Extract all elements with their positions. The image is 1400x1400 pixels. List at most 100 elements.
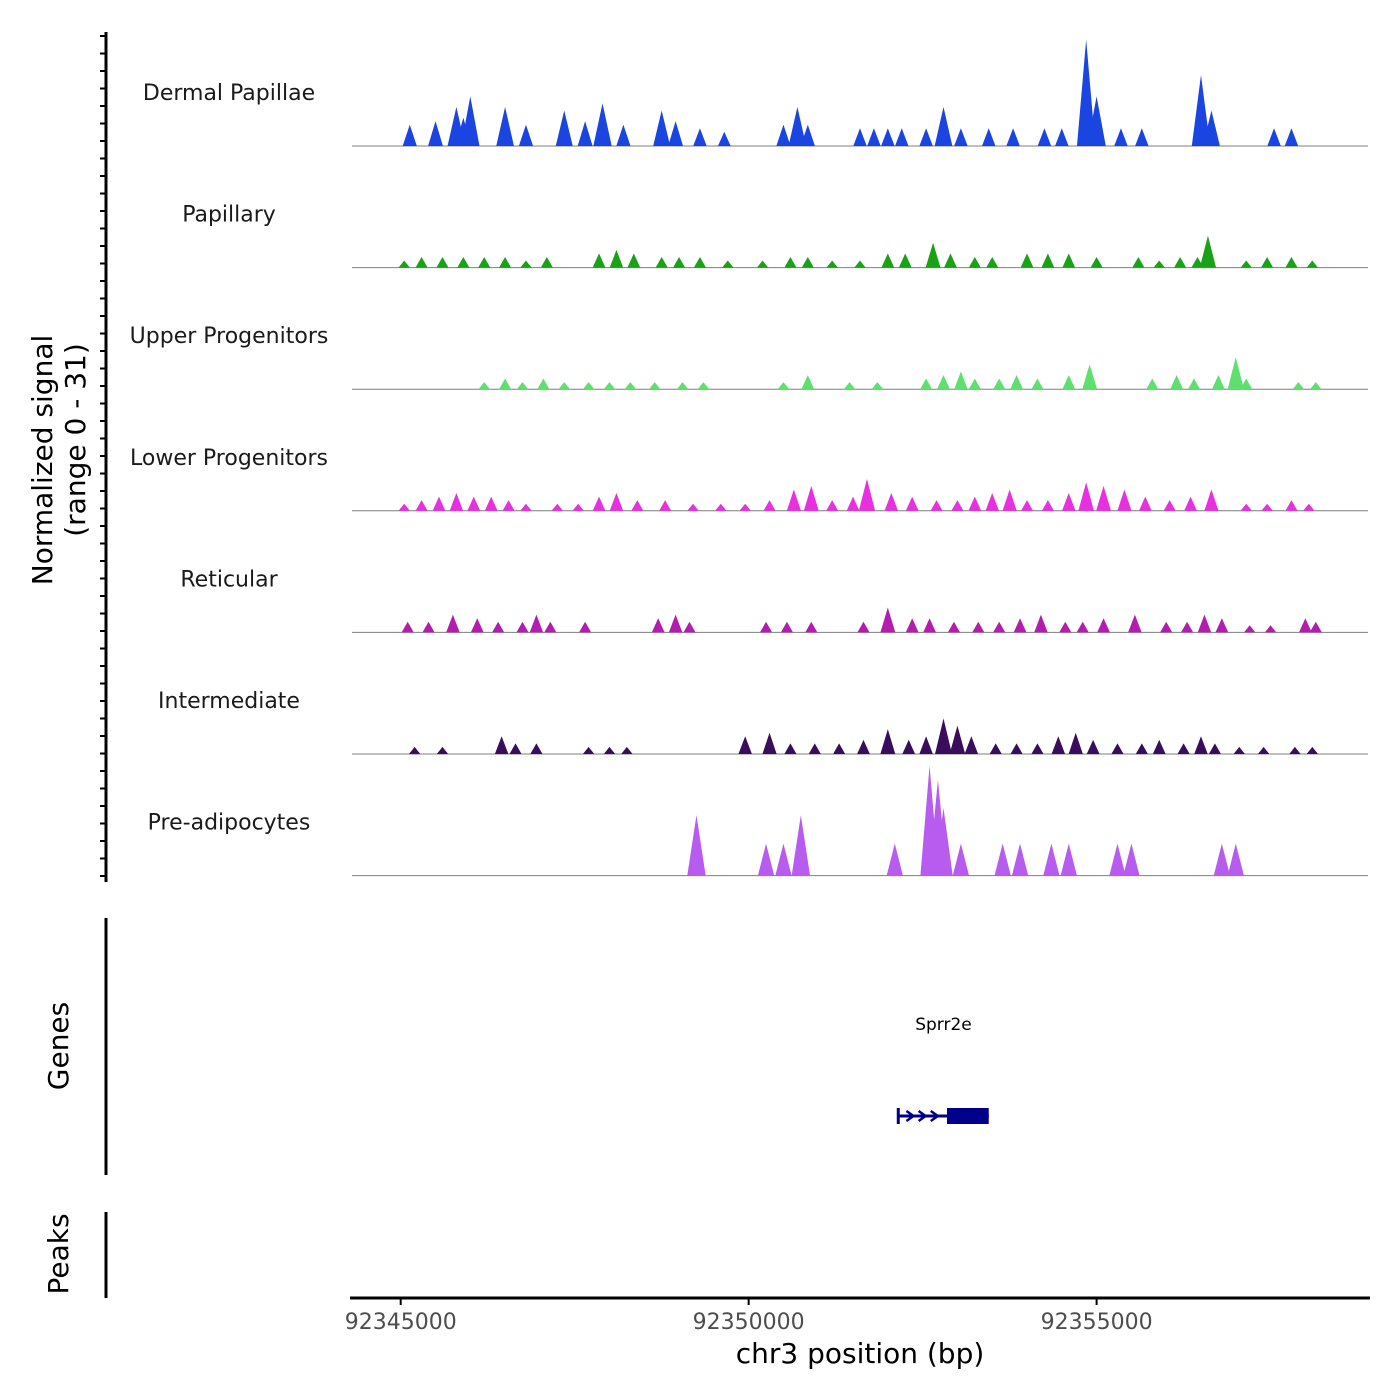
signal-peak	[905, 618, 919, 633]
signal-peak	[1020, 253, 1034, 268]
signal-peak	[880, 607, 896, 633]
signal-peak	[492, 621, 505, 633]
signal-peak	[683, 621, 696, 633]
signal-peak	[1240, 378, 1253, 390]
signal-peak	[762, 732, 777, 754]
signal-peak	[478, 382, 490, 390]
signal-peak	[1037, 128, 1052, 146]
x-axis-title: chr3 position (bp)	[736, 1337, 985, 1370]
signal-peak	[1170, 375, 1184, 390]
signal-peak	[1132, 256, 1145, 268]
signal-peak	[902, 739, 916, 754]
signal-peak	[1243, 625, 1256, 633]
signal-peak	[693, 256, 706, 268]
signal-peak	[1123, 843, 1140, 876]
signal-peak	[1031, 743, 1044, 754]
signal-peak	[1215, 618, 1229, 633]
signal-peak	[603, 746, 616, 754]
signal-peak	[1213, 843, 1231, 876]
signal-peak	[808, 743, 821, 754]
signal-peak	[801, 375, 815, 390]
signal-peak	[1041, 500, 1054, 511]
signal-peak	[833, 743, 846, 754]
signal-peak	[1202, 110, 1220, 146]
signal-peak	[624, 382, 637, 390]
signal-peak	[934, 106, 953, 146]
signal-peak	[886, 843, 903, 876]
signal-peak	[919, 736, 933, 754]
signal-peak	[920, 378, 933, 390]
signal-peak	[432, 496, 446, 511]
signal-peak	[516, 621, 529, 633]
signal-peak	[993, 378, 1006, 390]
signal-peak	[1197, 614, 1212, 633]
signal-peak	[627, 253, 641, 268]
signal-peak	[1204, 489, 1219, 511]
signal-peak	[1128, 614, 1142, 633]
gene-label: Sprr2e	[915, 1015, 972, 1035]
signal-peak	[609, 249, 624, 268]
signal-peak	[1078, 482, 1094, 511]
signal-peak	[555, 110, 573, 146]
signal-peak	[461, 96, 480, 146]
signal-peak	[780, 621, 793, 633]
signal-peak	[757, 843, 775, 876]
signal-peak	[968, 378, 981, 390]
track-papillary: Papillary	[182, 203, 1368, 269]
signal-peak	[1264, 625, 1277, 633]
signal-peak	[1135, 128, 1149, 146]
signal-peak	[1298, 618, 1312, 633]
signal-peak	[805, 621, 818, 633]
signal-peak	[520, 260, 532, 268]
signal-peak	[1002, 489, 1017, 511]
signal-peak	[968, 496, 982, 511]
signal-peak	[1177, 743, 1190, 754]
signal-peak	[470, 618, 484, 633]
signal-peak	[592, 253, 606, 268]
signal-peak	[715, 503, 727, 511]
signal-peak	[763, 500, 776, 511]
track-intermediate: Intermediate	[158, 689, 1368, 755]
signal-peak	[1181, 621, 1194, 633]
signal-peak	[1146, 378, 1159, 390]
signal-peak	[1043, 843, 1060, 876]
signal-peak	[1303, 503, 1315, 511]
signal-peak	[1153, 260, 1165, 268]
signal-peak	[1068, 732, 1083, 754]
x-axis: 92345000 92350000 92355000 chr3 position (…	[345, 1296, 1370, 1370]
signal-peak	[853, 128, 867, 146]
signal-peak	[1082, 364, 1098, 390]
signal-peak	[934, 808, 953, 876]
signal-peak	[1174, 256, 1187, 268]
signal-peak	[993, 621, 1006, 633]
signal-peak	[655, 256, 668, 268]
signal-peak	[1138, 496, 1152, 511]
signal-peak	[616, 124, 631, 146]
signal-peak	[603, 382, 616, 390]
signal-peak	[537, 378, 550, 390]
signal-peak	[1087, 96, 1106, 146]
signal-peak	[800, 124, 815, 146]
signal-peak	[930, 500, 943, 511]
x-ticks: 92345000 92350000 92355000	[345, 1298, 1153, 1335]
y-axis-title-line1: Normalized signal	[26, 335, 59, 586]
signal-peak	[919, 128, 933, 146]
signal-peak	[673, 256, 686, 268]
signal-peak	[1111, 743, 1124, 754]
signal-peak	[659, 500, 672, 511]
signal-peak	[1059, 621, 1072, 633]
signal-peak	[1006, 128, 1020, 146]
signal-peak	[826, 260, 838, 268]
signal-peak	[651, 618, 665, 633]
signal-peak	[1013, 618, 1027, 633]
track-label: Pre-adipocytes	[148, 811, 311, 836]
signal-peak	[499, 256, 512, 268]
signal-peak	[1062, 253, 1076, 268]
signal-peak	[760, 621, 773, 633]
signal-peak	[717, 131, 731, 146]
signal-peak	[449, 493, 464, 511]
signal-peak	[1020, 500, 1034, 511]
signal-peak	[986, 256, 999, 268]
signal-peak	[499, 378, 512, 390]
signal-peak	[496, 106, 514, 146]
